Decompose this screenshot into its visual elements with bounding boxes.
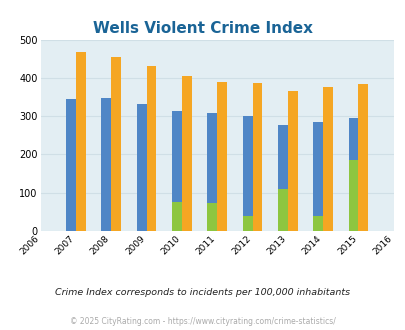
Bar: [101, 98, 111, 231]
Bar: [181, 76, 191, 231]
Bar: [313, 216, 322, 231]
Bar: [348, 160, 358, 231]
Bar: [217, 82, 226, 231]
Bar: [322, 87, 332, 231]
Bar: [146, 66, 156, 231]
Bar: [277, 189, 287, 231]
Text: © 2025 CityRating.com - https://www.cityrating.com/crime-statistics/: © 2025 CityRating.com - https://www.city…: [70, 317, 335, 326]
Bar: [287, 90, 297, 231]
Text: Wells Violent Crime Index: Wells Violent Crime Index: [93, 21, 312, 36]
Bar: [111, 57, 121, 231]
Bar: [348, 118, 358, 231]
Bar: [76, 52, 85, 231]
Bar: [242, 116, 252, 231]
Bar: [207, 113, 217, 231]
Bar: [172, 202, 181, 231]
Bar: [242, 216, 252, 231]
Bar: [313, 121, 322, 231]
Bar: [136, 104, 146, 231]
Bar: [66, 99, 76, 231]
Bar: [277, 125, 287, 231]
Bar: [207, 203, 217, 231]
Bar: [172, 111, 181, 231]
Bar: [252, 83, 262, 231]
Bar: [358, 84, 367, 231]
Text: Crime Index corresponds to incidents per 100,000 inhabitants: Crime Index corresponds to incidents per…: [55, 287, 350, 297]
